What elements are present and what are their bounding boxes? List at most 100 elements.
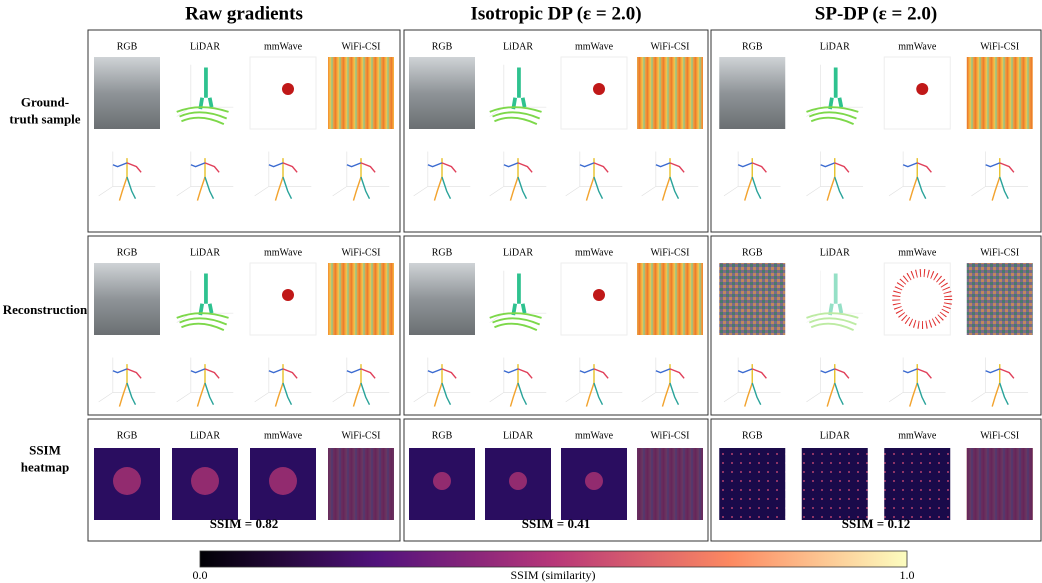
skeleton: [806, 152, 863, 201]
colorbar-min: 0.0: [193, 568, 208, 582]
row-label: SSIM: [29, 442, 61, 457]
skeleton: [255, 152, 312, 201]
modality-label: RGB: [432, 41, 453, 52]
skeleton: [333, 358, 390, 407]
skeleton: [414, 152, 471, 201]
mmwave-points: [593, 289, 605, 301]
modality-label: mmWave: [575, 41, 614, 52]
mmwave-points: [593, 83, 605, 95]
modality-label: LiDAR: [190, 247, 220, 258]
skeleton: [414, 358, 471, 407]
modality-label: WiFi-CSI: [650, 41, 689, 52]
skeleton: [99, 152, 156, 201]
wifi-image: [637, 57, 703, 129]
skeleton: [971, 152, 1028, 201]
skeleton: [177, 358, 234, 407]
skeleton: [806, 358, 863, 407]
skeleton: [724, 152, 781, 201]
mmwave-points: [282, 83, 294, 95]
skeleton: [642, 358, 699, 407]
modality-label: mmWave: [898, 430, 937, 441]
skeleton: [724, 358, 781, 407]
column-title: Raw gradients: [185, 3, 303, 24]
modality-label: mmWave: [898, 247, 937, 258]
rgb-image: [719, 57, 785, 129]
modality-label: mmWave: [898, 41, 937, 52]
modality-label: LiDAR: [503, 247, 533, 258]
row-label: Reconstruction: [3, 302, 88, 317]
colorbar-label: SSIM (similarity): [510, 568, 595, 582]
rgb-image: [409, 57, 475, 129]
rgb-image: [719, 263, 785, 335]
lidar-image: [490, 65, 547, 124]
skeleton: [490, 152, 547, 201]
colorbar-max: 1.0: [900, 568, 915, 582]
modality-label: WiFi-CSI: [650, 247, 689, 258]
skeleton: [642, 152, 699, 201]
modality-label: WiFi-CSI: [980, 41, 1019, 52]
modality-label: LiDAR: [190, 430, 220, 441]
wifi-image: [967, 57, 1033, 129]
mmwave-points: [916, 83, 928, 95]
skeleton: [566, 152, 623, 201]
mmwave-points: [282, 289, 294, 301]
lidar-image: [806, 65, 863, 124]
column-title: Isotropic DP (ε = 2.0): [470, 3, 641, 24]
modality-label: WiFi-CSI: [341, 430, 380, 441]
modality-label: WiFi-CSI: [980, 430, 1019, 441]
modality-label: WiFi-CSI: [650, 430, 689, 441]
heatmap-tint: [967, 448, 1033, 520]
wifi-image: [967, 263, 1033, 335]
modality-label: LiDAR: [190, 41, 220, 52]
modality-label: LiDAR: [503, 430, 533, 441]
modality-label: LiDAR: [503, 41, 533, 52]
modality-label: RGB: [117, 41, 138, 52]
heatmap-hot: [585, 472, 603, 490]
skeleton: [889, 152, 946, 201]
modality-label: RGB: [117, 247, 138, 258]
wifi-image: [328, 263, 394, 335]
mmwave-image: [884, 57, 950, 129]
ssim-value: SSIM = 0.12: [842, 516, 910, 531]
mmwave-image: [561, 57, 627, 129]
rgb-image: [94, 57, 160, 129]
modality-label: RGB: [432, 430, 453, 441]
column-title: SP-DP (ε = 2.0): [815, 3, 937, 24]
heatmap-tint: [637, 448, 703, 520]
rgb-image: [94, 263, 160, 335]
modality-label: WiFi-CSI: [341, 247, 380, 258]
modality-label: RGB: [117, 430, 138, 441]
skeleton: [971, 358, 1028, 407]
wifi-image: [328, 57, 394, 129]
mmwave-image: [561, 263, 627, 335]
heatmap-hot: [269, 467, 297, 495]
ssim-value: SSIM = 0.82: [210, 516, 278, 531]
modality-label: mmWave: [264, 41, 303, 52]
mmwave-image: [250, 263, 316, 335]
panels: Ground-truth sampleReconstructionSSIMhea…: [3, 3, 1041, 581]
lidar-image: [490, 271, 547, 330]
modality-label: RGB: [742, 430, 763, 441]
modality-label: mmWave: [264, 430, 303, 441]
row-label: heatmap: [21, 459, 69, 474]
heatmap-hot: [191, 467, 219, 495]
ssim-value: SSIM = 0.41: [522, 516, 590, 531]
modality-label: RGB: [742, 41, 763, 52]
modality-label: LiDAR: [820, 41, 850, 52]
skeleton: [490, 358, 547, 407]
heatmap: [802, 448, 868, 520]
modality-label: RGB: [432, 247, 453, 258]
colorbar: [200, 551, 907, 567]
modality-label: LiDAR: [820, 430, 850, 441]
heatmap-hot: [113, 467, 141, 495]
skeleton: [333, 152, 390, 201]
row-label: Ground-: [21, 94, 69, 109]
heatmap: [719, 448, 785, 520]
skeleton: [889, 358, 946, 407]
figure: Ground-truth sampleReconstructionSSIMhea…: [0, 0, 1042, 583]
lidar-image: [177, 65, 234, 124]
skeleton: [255, 358, 312, 407]
heatmap-hot: [433, 472, 451, 490]
modality-label: LiDAR: [820, 247, 850, 258]
lidar-image: [806, 271, 863, 330]
